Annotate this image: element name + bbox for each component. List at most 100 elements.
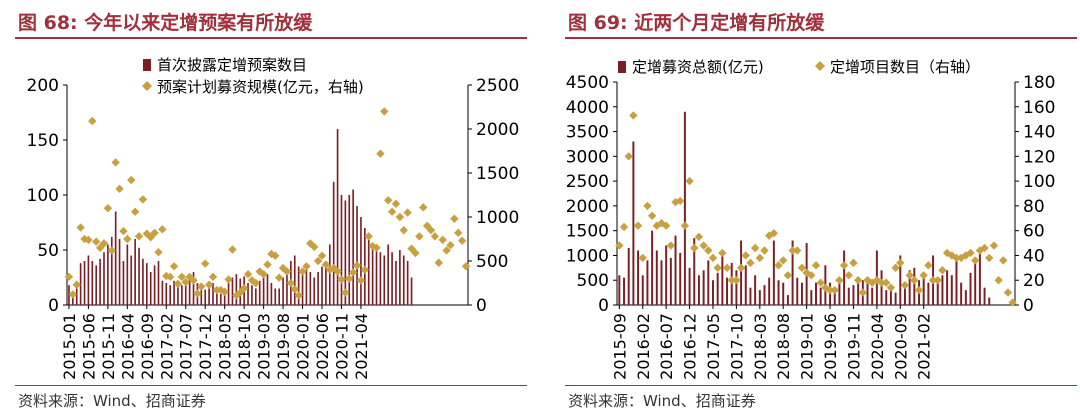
x-tick-label: 2017-07 — [177, 313, 196, 380]
x-tick-label: 2019-01 — [798, 313, 817, 380]
figure-68-title: 图 68: 今年以来定增预案有所放缓 — [18, 8, 312, 35]
x-tick-label: 2018-03 — [751, 313, 770, 380]
bar — [68, 285, 70, 305]
bar — [367, 233, 370, 305]
scatter-point — [372, 243, 381, 252]
scatter-point — [793, 246, 802, 255]
left-tick-label: 200 — [27, 76, 59, 96]
bar — [777, 280, 780, 305]
scatter-point — [638, 253, 647, 263]
scatter-point — [193, 289, 202, 298]
bar — [87, 255, 90, 305]
bar — [114, 211, 117, 305]
scatter-point — [348, 268, 358, 277]
right-tick-label: 80 — [1023, 197, 1045, 217]
x-tick-label: 2021-04 — [352, 313, 371, 380]
scatter-point — [383, 196, 393, 205]
x-tick-label: 2020-01 — [294, 313, 313, 380]
scatter-point — [816, 278, 825, 287]
scatter-point — [84, 235, 93, 245]
x-tick-label: 2019-11 — [844, 313, 863, 380]
bar — [157, 261, 160, 305]
scatter-point — [173, 279, 183, 289]
scatter-point — [107, 246, 116, 255]
right-tick-label: 0 — [476, 296, 487, 316]
scatter-point — [333, 267, 342, 276]
bar — [149, 272, 152, 305]
scatter-point — [415, 232, 424, 241]
x-tick-label: 2016-07 — [657, 313, 676, 380]
figure-68-panel: 图 68: 今年以来定增预案有所放缓 0 50 100 150 200 0 500 1000 1… — [0, 0, 530, 417]
bar — [637, 250, 640, 305]
bar — [697, 275, 700, 305]
bar — [223, 291, 226, 305]
scatter-point — [457, 236, 467, 245]
bar — [184, 280, 187, 305]
scatter-point — [317, 251, 327, 260]
scatter-point — [919, 271, 928, 280]
bar — [768, 277, 771, 305]
scatter-point — [914, 285, 924, 295]
bar — [927, 282, 930, 305]
scatter-point — [387, 207, 397, 216]
scatter-point — [103, 204, 113, 213]
scatter-point — [165, 272, 175, 282]
scatter-point — [158, 225, 167, 234]
x-tick-label: 2017-05 — [704, 313, 723, 380]
bar — [270, 283, 273, 305]
bar — [838, 277, 841, 305]
bar — [749, 287, 752, 305]
scatter-point — [197, 282, 206, 291]
bar — [988, 297, 991, 305]
scatter-point — [647, 211, 657, 220]
bar — [344, 200, 347, 305]
bar — [165, 283, 168, 305]
x-tick-label: 2018-10 — [235, 313, 254, 380]
bar — [208, 288, 210, 305]
scatter-point — [629, 111, 638, 120]
figure-69-source-rule — [565, 385, 1077, 386]
bar — [348, 195, 351, 305]
scatter-point — [928, 276, 938, 285]
bar — [791, 240, 794, 305]
scatter-point — [450, 214, 459, 223]
bar — [297, 266, 300, 305]
bar — [161, 280, 164, 305]
bar — [683, 111, 686, 305]
bar — [258, 280, 261, 305]
bar — [950, 275, 953, 305]
bar — [130, 255, 133, 305]
scatter-point — [615, 241, 624, 250]
scatter-point — [755, 253, 765, 263]
bar — [251, 285, 253, 305]
legend-marker-swatch — [142, 81, 152, 91]
legend-bar-label: 定增募资总额(亿元) — [632, 58, 764, 76]
left-tick-label: 50 — [37, 241, 59, 261]
bar — [786, 295, 789, 305]
legend-marker-label: 预案计划募资规模(亿元，右轴) — [157, 78, 364, 96]
bar — [796, 277, 799, 305]
scatter-point — [403, 208, 412, 217]
bar — [134, 239, 136, 305]
scatter-point — [115, 184, 124, 194]
bar — [395, 261, 397, 305]
figure-68-source-rule — [15, 385, 527, 386]
scatter-point — [633, 221, 643, 230]
bar — [922, 275, 925, 305]
figure-69-title-rule — [565, 37, 1077, 39]
scatter-point — [933, 276, 942, 285]
left-tick-label: 0 — [598, 296, 609, 316]
bar — [153, 265, 156, 305]
scatter-point — [676, 196, 685, 206]
right-tick-label: 40 — [1023, 246, 1045, 266]
figure-69-caption: 近两个月定增有所放缓 — [634, 12, 825, 34]
scatter-point — [736, 263, 746, 273]
scatter-point — [666, 241, 676, 250]
scatter-point — [150, 228, 159, 238]
scatter-point — [99, 239, 109, 248]
bar — [618, 275, 621, 305]
legend-bar-label: 首次披露定增预案数目 — [157, 56, 307, 74]
scatter-point — [657, 219, 666, 228]
scatter-point — [154, 248, 163, 257]
scatter-point — [722, 263, 732, 273]
